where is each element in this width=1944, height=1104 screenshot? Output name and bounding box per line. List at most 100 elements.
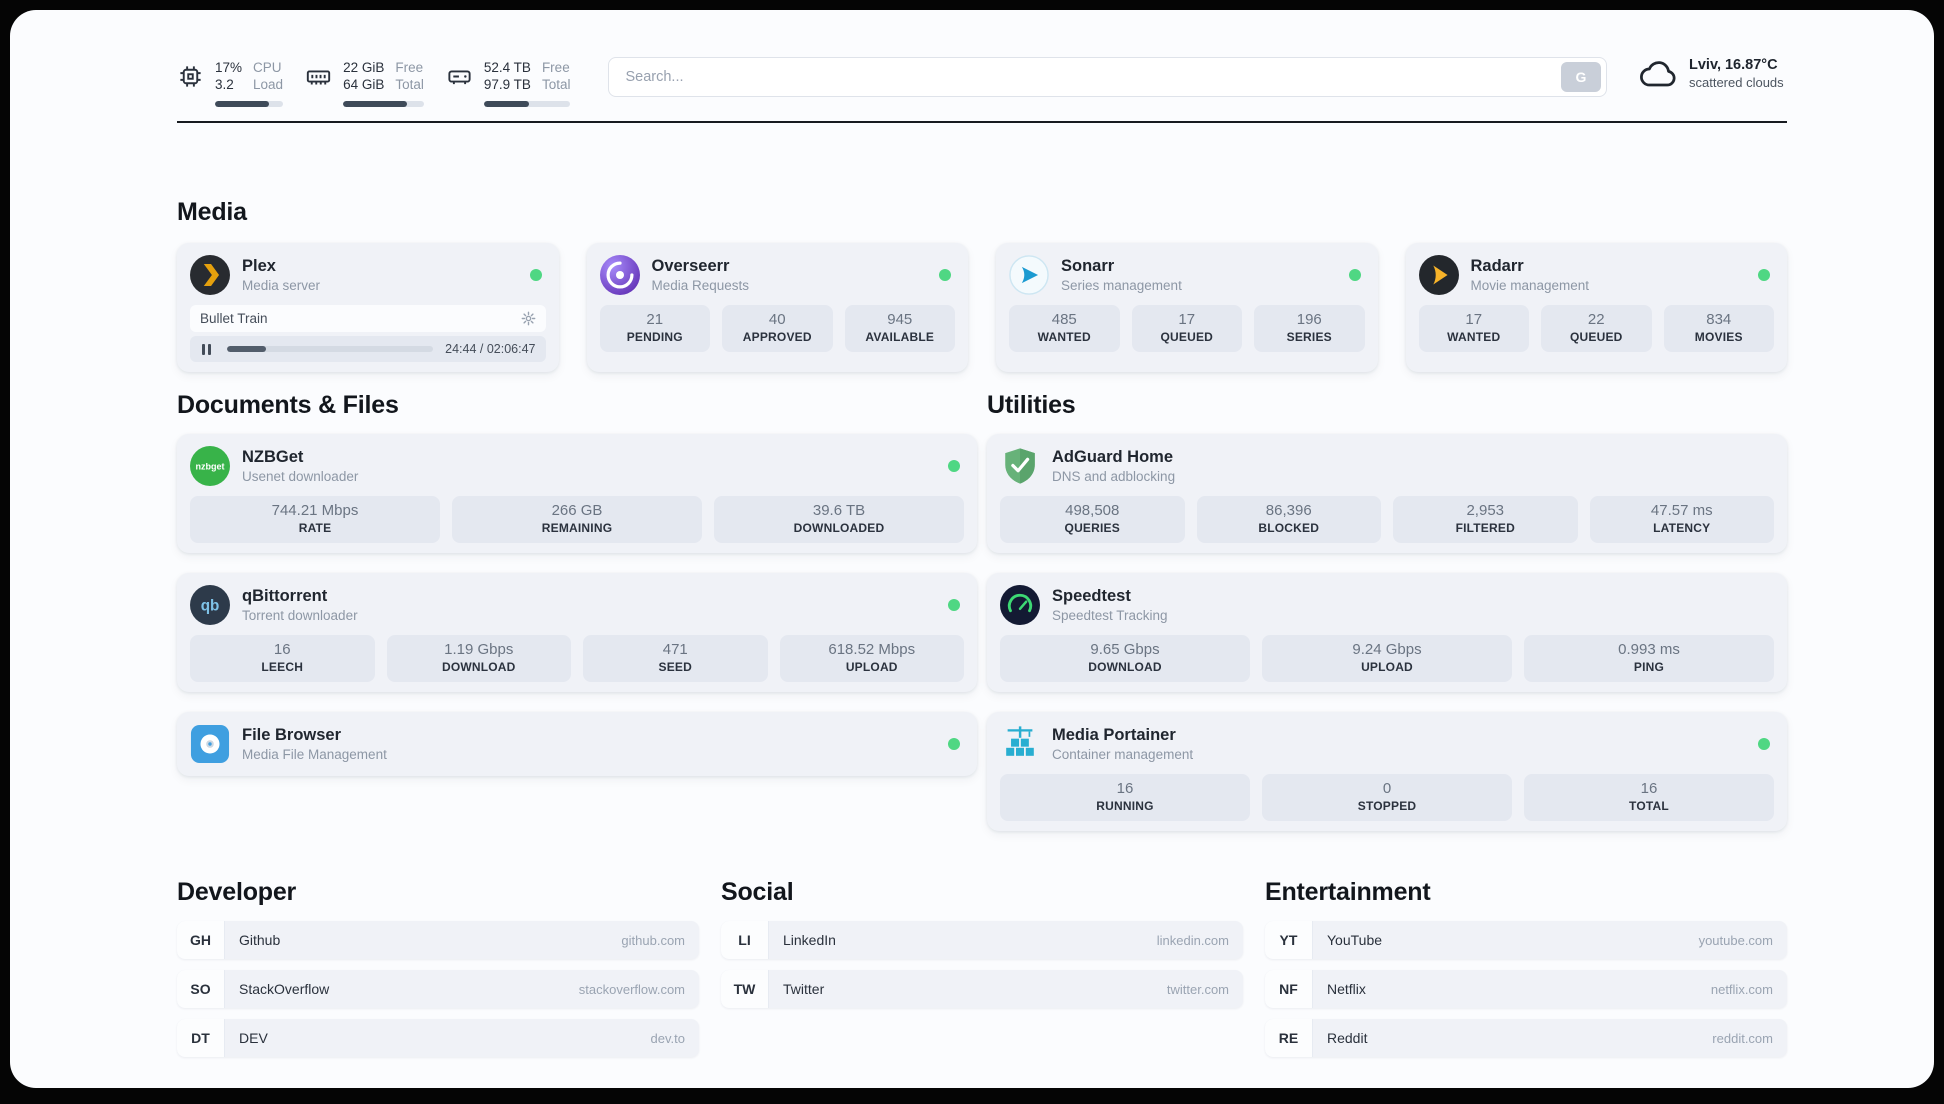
portainer-icon [1000, 724, 1040, 764]
app-name: Plex [242, 257, 276, 275]
filebrowser-icon [190, 724, 230, 764]
memory-free-value: 22 GiB [343, 60, 385, 75]
cpu-label-bottom: Load [253, 77, 284, 92]
reddit-icon: RE [1265, 1019, 1313, 1057]
documents-column: Documents & Files nzbget NZBGet Usenet d… [177, 390, 977, 831]
app-description: Speedtest Tracking [1052, 608, 1168, 623]
bookmark-netflix[interactable]: NF Netflix netflix.com [1265, 970, 1787, 1008]
netflix-icon: NF [1265, 970, 1313, 1008]
memory-label-bottom: Total [395, 77, 424, 92]
cpu-load-value: 3.2 [215, 77, 234, 92]
cpu-icon [177, 63, 204, 90]
dashboard-frame: 17% 3.2 CPU Load [10, 10, 1934, 1088]
stat-tile-movies: 834 MOVIES [1663, 305, 1774, 352]
pause-button[interactable] [198, 343, 215, 355]
app-description: Series management [1061, 278, 1182, 293]
overseerr-icon [599, 255, 640, 295]
disk-icon [446, 63, 473, 90]
app-card-radarr[interactable]: Radarr Movie management 17 WANTED 22 QUE… [1405, 243, 1787, 372]
nzbget-icon: nzbget [190, 446, 230, 486]
cpu-label-top: CPU [253, 60, 282, 75]
bookmark-stackoverflow[interactable]: SO StackOverflow stackoverflow.com [177, 970, 699, 1008]
svg-text:qb: qb [201, 598, 220, 615]
app-name: qBittorrent [242, 587, 328, 605]
cpu-widget: 17% 3.2 CPU Load [177, 56, 284, 107]
stat-tile-download: 9.65 Gbps DOWNLOAD [1000, 635, 1250, 682]
stat-tile-upload: 9.24 Gbps UPLOAD [1262, 635, 1512, 682]
app-name: File Browser [242, 726, 342, 744]
bookmark-github[interactable]: GH Github github.com [177, 921, 699, 959]
section-title-developer: Developer [177, 878, 297, 906]
bookmark-reddit[interactable]: RE Reddit reddit.com [1265, 1019, 1787, 1057]
app-card-portainer[interactable]: Media Portainer Container management 16 … [987, 712, 1787, 831]
app-description: Media Requests [651, 278, 750, 293]
media-grid: Plex Media server Bullet Train [177, 243, 1787, 372]
stat-tile-total: 16 TOTAL [1524, 774, 1774, 821]
memory-icon [305, 63, 332, 90]
weather-location: Lviv, 16.87°C [1689, 57, 1778, 73]
app-description: Container management [1052, 747, 1194, 762]
stat-tile-approved: 40 APPROVED [722, 305, 833, 352]
status-indicator [1348, 269, 1361, 281]
bookmark-twitter[interactable]: TW Twitter twitter.com [721, 970, 1243, 1008]
search-engine-button[interactable]: G [1561, 62, 1601, 92]
status-indicator [1758, 738, 1770, 750]
app-card-adguard[interactable]: AdGuard Home DNS and adblocking 498,508 … [987, 434, 1787, 553]
playback-progress-bar[interactable] [227, 346, 434, 352]
qbittorrent-icon: qb [190, 585, 230, 625]
weather-condition: scattered clouds [1689, 75, 1784, 90]
app-name: AdGuard Home [1052, 448, 1174, 466]
app-name: Media Portainer [1052, 726, 1176, 744]
app-card-speedtest[interactable]: Speedtest Speedtest Tracking 9.65 Gbps D… [987, 573, 1787, 692]
bookmark-dev[interactable]: DT DEV dev.to [177, 1019, 699, 1057]
stat-tile-queued: 22 QUEUED [1541, 305, 1652, 352]
section-title-entertainment: Entertainment [1265, 878, 1431, 906]
disk-progress-bar [483, 101, 571, 107]
app-card-nzbget[interactable]: nzbget NZBGet Usenet downloader 744.21 M… [177, 434, 977, 553]
status-indicator [939, 269, 951, 281]
gear-icon[interactable] [521, 311, 536, 326]
github-icon: GH [177, 921, 225, 959]
stat-tile-download: 1.19 Gbps DOWNLOAD [386, 635, 571, 682]
app-card-overseerr[interactable]: Overseerr Media Requests 21 PENDING 40 A… [586, 243, 968, 372]
stat-tile-wanted: 485 WANTED [1009, 305, 1120, 352]
memory-label-top: Free [395, 60, 424, 75]
search-input[interactable] [625, 69, 1561, 85]
svg-text:nzbget: nzbget [195, 461, 224, 471]
app-description: Torrent downloader [242, 608, 358, 623]
sonarr-icon [1009, 255, 1049, 295]
section-title-utilities: Utilities [987, 391, 1076, 419]
app-name: NZBGet [242, 448, 304, 466]
stat-tile-queued: 17 QUEUED [1131, 305, 1242, 352]
stat-tile-filtered: 2,953 FILTERED [1393, 496, 1578, 543]
stat-tile-stopped: 0 STOPPED [1262, 774, 1512, 821]
app-card-qbittorrent[interactable]: qb qBittorrent Torrent downloader 16 LEE… [177, 573, 977, 692]
app-card-filebrowser[interactable]: File Browser Media File Management [177, 712, 977, 776]
dashboard-content: 17% 3.2 CPU Load [177, 50, 1787, 1068]
status-indicator [948, 599, 960, 611]
stackoverflow-icon: SO [177, 970, 225, 1008]
status-indicator [948, 460, 960, 472]
radarr-icon [1418, 255, 1459, 295]
app-description: Media File Management [242, 747, 387, 762]
stat-tile-seed: 471 SEED [583, 635, 768, 682]
dev-icon: DT [177, 1019, 225, 1057]
app-card-sonarr[interactable]: Sonarr Series management 485 WANTED 17 Q… [996, 243, 1378, 372]
cloud-icon [1637, 57, 1681, 91]
app-description: Media server [242, 278, 321, 293]
playback-time: 24:44 / 02:06:47 [445, 342, 536, 356]
bookmark-youtube[interactable]: YT YouTube youtube.com [1265, 921, 1787, 959]
bookmark-linkedin[interactable]: LI LinkedIn linkedin.com [721, 921, 1243, 959]
stat-tile-series: 196 SERIES [1254, 305, 1365, 352]
app-card-plex[interactable]: Plex Media server Bullet Train [177, 243, 559, 372]
disk-total-value: 97.9 TB [483, 77, 531, 92]
stat-tile-upload: 618.52 Mbps UPLOAD [779, 635, 964, 682]
stat-tile-downloaded: 39.6 TB DOWNLOADED [714, 496, 964, 543]
youtube-icon: YT [1265, 921, 1313, 959]
app-description: Usenet downloader [242, 469, 359, 484]
disk-widget: 52.4 TB 97.9 TB Free Total [446, 56, 571, 107]
disk-label-bottom: Total [541, 77, 571, 92]
linkedin-icon: LI [721, 921, 769, 959]
stat-tile-ping: 0.993 ms PING [1524, 635, 1774, 682]
stat-tile-rate: 744.21 Mbps RATE [190, 496, 440, 543]
